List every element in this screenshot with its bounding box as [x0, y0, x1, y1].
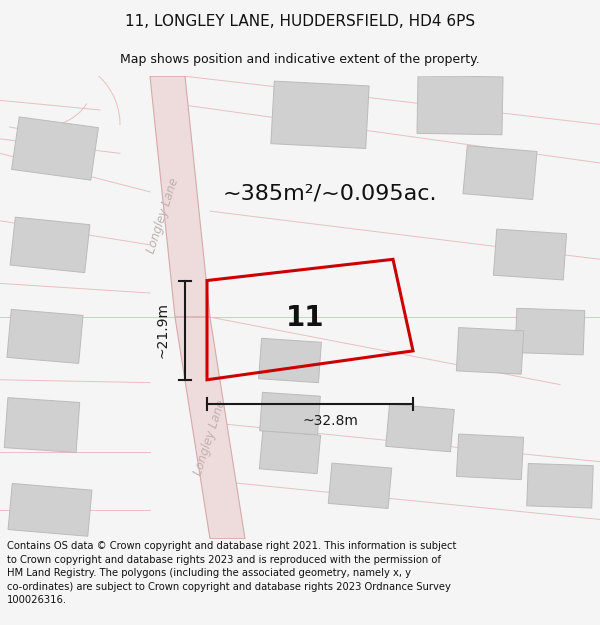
Polygon shape — [463, 146, 537, 199]
Polygon shape — [271, 81, 369, 149]
Polygon shape — [259, 338, 322, 382]
Polygon shape — [150, 76, 210, 317]
Polygon shape — [493, 229, 566, 280]
Polygon shape — [386, 404, 454, 452]
Text: 11: 11 — [286, 304, 324, 332]
Polygon shape — [515, 308, 585, 355]
Text: 11, LONGLEY LANE, HUDDERSFIELD, HD4 6PS: 11, LONGLEY LANE, HUDDERSFIELD, HD4 6PS — [125, 14, 475, 29]
Text: ~32.8m: ~32.8m — [302, 414, 358, 428]
Polygon shape — [11, 117, 98, 180]
Polygon shape — [527, 464, 593, 508]
Polygon shape — [328, 463, 392, 508]
Polygon shape — [457, 434, 524, 479]
Text: Longley Lane: Longley Lane — [191, 398, 229, 477]
Polygon shape — [4, 398, 80, 452]
Text: Contains OS data © Crown copyright and database right 2021. This information is : Contains OS data © Crown copyright and d… — [7, 541, 457, 606]
Polygon shape — [7, 309, 83, 363]
Polygon shape — [8, 484, 92, 536]
Polygon shape — [259, 431, 320, 474]
Polygon shape — [175, 317, 245, 539]
Text: ~21.9m: ~21.9m — [156, 302, 170, 358]
Polygon shape — [10, 217, 90, 272]
Text: Longley Lane: Longley Lane — [145, 177, 181, 255]
Polygon shape — [260, 392, 320, 434]
Polygon shape — [417, 76, 503, 135]
Polygon shape — [457, 328, 524, 374]
Text: Map shows position and indicative extent of the property.: Map shows position and indicative extent… — [120, 53, 480, 66]
Text: ~385m²/~0.095ac.: ~385m²/~0.095ac. — [223, 184, 437, 204]
